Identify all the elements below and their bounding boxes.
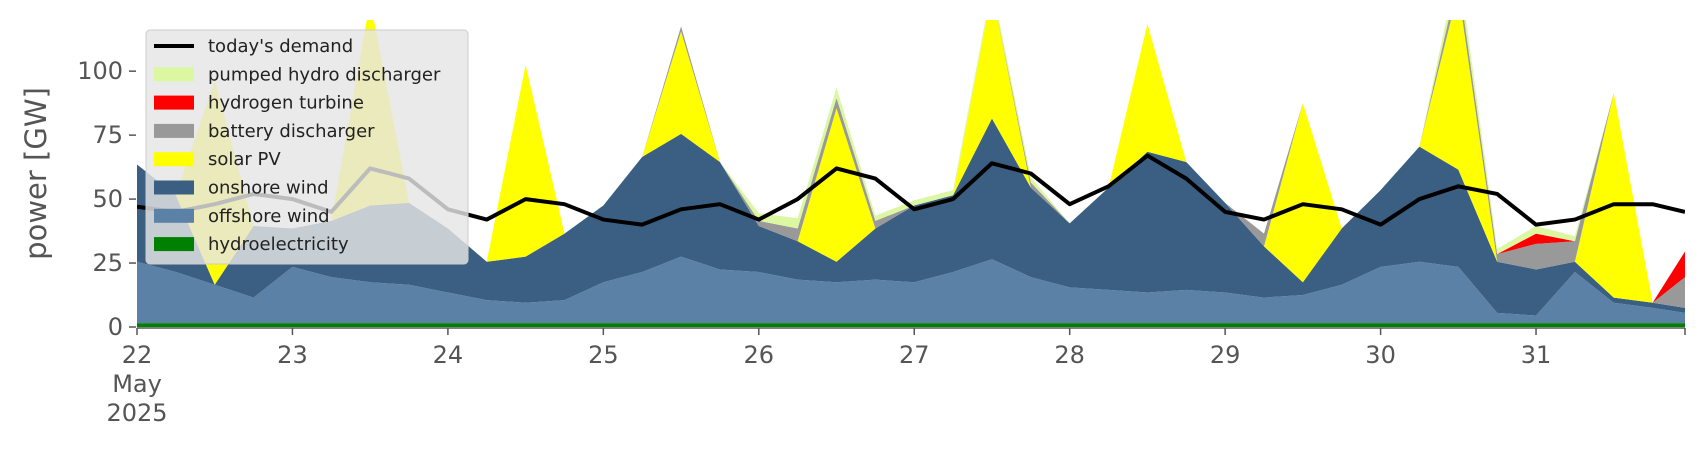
- y-tick-label: 75: [92, 121, 123, 149]
- y-axis-title: power [GW]: [19, 87, 53, 260]
- legend-label: hydroelectricity: [208, 234, 349, 255]
- area-hydroelectricity: [137, 323, 1685, 327]
- area-layers: [137, 20, 1685, 327]
- x-tick-label: 31: [1521, 341, 1552, 369]
- y-tick-label: 50: [92, 185, 123, 213]
- legend-swatch: [154, 67, 194, 82]
- y-tick-label: 100: [77, 57, 123, 85]
- x-tick-label: 23: [277, 341, 308, 369]
- x-tick-label: 24: [433, 341, 464, 369]
- x-tick-sublabel: 2025: [106, 399, 167, 427]
- y-tick-label: 0: [108, 313, 123, 341]
- x-tick-label: 28: [1054, 341, 1085, 369]
- x-tick-label: 30: [1365, 341, 1396, 369]
- x-tick-label: 29: [1210, 341, 1241, 369]
- area-offshore-wind: [137, 256, 1685, 324]
- legend-label: onshore wind: [208, 178, 329, 199]
- x-tick-label: 25: [588, 341, 619, 369]
- x-tick-label: 22: [122, 341, 153, 369]
- legend-swatch: [154, 95, 194, 110]
- y-tick-label: 25: [92, 249, 123, 277]
- legend-label: today's demand: [208, 36, 353, 57]
- legend-swatch: [154, 123, 194, 138]
- legend-label: offshore wind: [208, 206, 330, 227]
- legend: today's demand pumped hydro discharger hyd…: [145, 29, 469, 265]
- x-tick-label: 26: [744, 341, 775, 369]
- legend-swatch: [154, 152, 194, 167]
- area-onshore-wind: [137, 118, 1685, 316]
- legend-label: battery discharger: [208, 121, 375, 142]
- legend-box: [145, 29, 469, 265]
- legend-label: hydrogen turbine: [208, 93, 364, 114]
- legend-swatch: [154, 237, 194, 252]
- legend-label: pumped hydro discharger: [208, 64, 441, 85]
- area-solar-pv: [137, 20, 1685, 308]
- legend-label: solar PV: [208, 149, 281, 170]
- legend-swatch: [154, 208, 194, 223]
- x-tick-label: 27: [899, 341, 930, 369]
- legend-swatch: [154, 180, 194, 195]
- x-tick-sublabel: May: [112, 370, 162, 398]
